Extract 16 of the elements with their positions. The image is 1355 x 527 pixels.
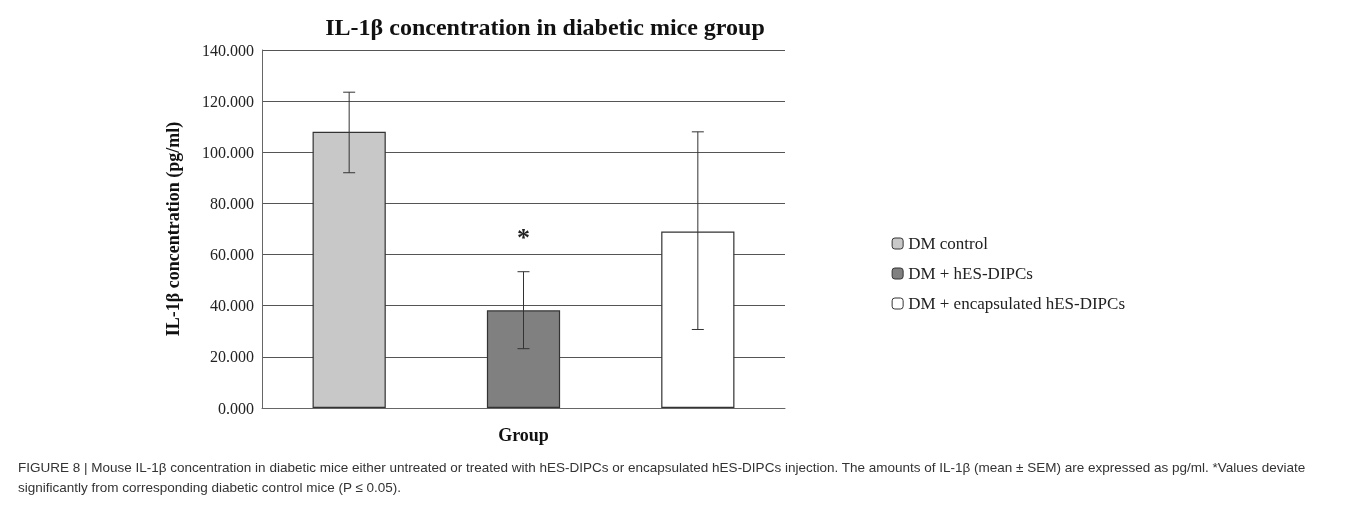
caption: FIGURE 8 | Mouse IL-1β concentration in diabetic mice either untreated or treated with hES-DIPCs or encapsulated hES-DIPCs injection. The amounts of IL-1β (mean ± SEM) are expressed as pg/ml. *Values deviate significantly from corresponding diabetic control mice (P ≤ 0.05). — [18, 459, 1307, 497]
y-tick-label: 0.000 — [218, 399, 254, 417]
y-tick-label: 140.000 — [202, 41, 254, 59]
y-tick-label: 100.000 — [202, 143, 254, 161]
y-axis-title: IL-1β concentration (pg/ml) — [163, 121, 184, 337]
legend-label: DM + encapsulated hES-DIPCs — [908, 294, 1126, 313]
y-tick-label: 20.000 — [210, 348, 254, 366]
legend-label: DM + hES-DIPCs — [908, 264, 1033, 283]
y-tick-label: 80.000 — [210, 194, 254, 212]
legend-label: DM control — [908, 234, 989, 253]
y-tick-label: 60.000 — [210, 246, 254, 264]
annotation: * — [517, 223, 530, 253]
x-axis-title: Group — [498, 425, 549, 445]
y-tick-label: 40.000 — [210, 297, 254, 315]
chart-title: IL-1β concentration in diabetic mice group — [325, 14, 765, 40]
y-tick-label: 120.000 — [202, 92, 254, 110]
